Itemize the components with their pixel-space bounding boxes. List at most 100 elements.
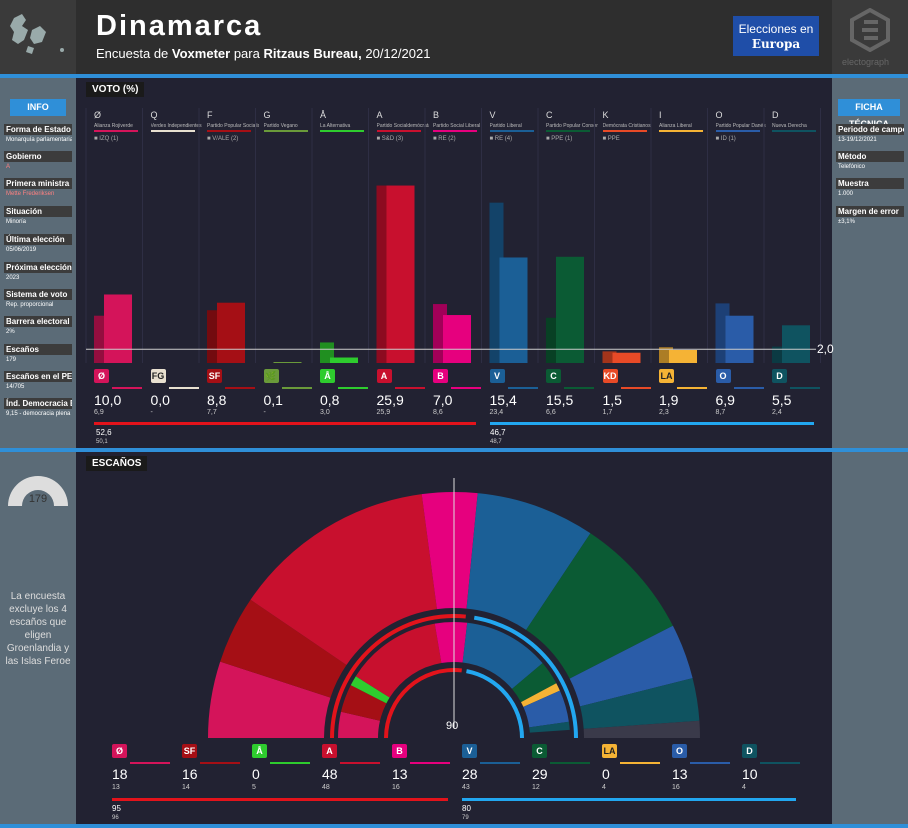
party-letter: Å: [320, 110, 327, 120]
seat-party-logo-icon: Å: [252, 744, 267, 758]
party-logo-icon: V: [489, 369, 505, 383]
party-header: F Partido Popular Socialista ■ V/ALE (2): [207, 110, 259, 142]
party-color-line: [602, 130, 647, 132]
bar-C: [556, 256, 584, 363]
vote-value: 0,0: [150, 392, 170, 408]
seat-party-underline: [480, 762, 520, 764]
seat-party-underline: [760, 762, 800, 764]
seat-value: 16: [182, 766, 198, 782]
vote-prev-value: 8,6: [433, 409, 443, 416]
party-letter: B: [433, 110, 440, 120]
party-color-line: [772, 130, 816, 132]
seat-party-underline: [620, 762, 660, 764]
majority-label: 90: [446, 720, 459, 732]
total-seats-gauge: [8, 476, 68, 506]
vote-value: 0,1: [263, 392, 283, 408]
seat-value: 13: [392, 766, 408, 782]
party-letter: A: [376, 110, 383, 120]
info-proxima-eleccion: Próxima elección 2023: [4, 262, 72, 281]
party-letter: D: [772, 110, 779, 120]
party-underline: [338, 387, 368, 389]
party-color-line: [320, 130, 364, 132]
seat-party-underline: [550, 762, 590, 764]
elecciones-badge[interactable]: Elecciones en Europa: [733, 16, 819, 56]
seat-party-logo-icon: SF: [182, 744, 197, 758]
party-name: Verdes Independientes: [150, 123, 202, 129]
party-logo-icon: FG: [150, 369, 166, 383]
blue-bloc-ring-prev: [466, 669, 524, 738]
party-color-line: [263, 130, 308, 132]
party-header: I Alianza Liberal: [659, 110, 711, 136]
seat-prev-value: 4: [602, 784, 606, 791]
party-color-line: [376, 130, 421, 132]
party-header: O Partido Popular Danés ■ ID (1): [715, 110, 768, 142]
ficha-tecnica-button[interactable]: FICHA TÉCNICA: [838, 99, 900, 129]
vote-prev-value: 6,9: [94, 409, 104, 416]
seat-party-underline: [270, 762, 310, 764]
party-logo-icon: Å: [320, 369, 335, 383]
bar-I: [669, 349, 697, 363]
vote-prev-value: 6,6: [546, 409, 556, 416]
electograph-logo-icon: [850, 8, 890, 52]
party-letter: F: [207, 110, 213, 120]
total-seats-label: 179: [28, 493, 48, 505]
seat-value: 18: [112, 766, 128, 782]
party-header: B Partido Social Liberal ■ RE (2): [433, 110, 485, 142]
party-color-line: [715, 130, 760, 132]
party-header: A Partido Socialdemócrata ■ S&D (3): [376, 110, 429, 142]
party-underline: [225, 387, 255, 389]
section-divider: [0, 448, 908, 452]
red-seat-bloc-value: 95: [112, 804, 121, 813]
brand-panel: electograph: [832, 0, 908, 76]
party-name: Partido Vegano: [263, 123, 298, 129]
party-underline: [168, 387, 199, 389]
red-bloc-value: 52,6: [96, 428, 112, 437]
prev-seat-arc-O: [523, 690, 569, 728]
escanos-section-label: ESCAÑOS: [86, 456, 148, 471]
seat-value: 28: [462, 766, 478, 782]
party-group: ■ IZQ (1): [94, 136, 119, 142]
seat-prev-value: 14: [182, 784, 190, 791]
blue-seat-bloc-prev: 79: [462, 815, 469, 821]
prev-seat-arc-B: [434, 622, 468, 664]
party-underline: [507, 387, 538, 389]
party-logo-icon: Ø: [94, 369, 109, 383]
seat-party-underline: [690, 762, 730, 764]
info-button[interactable]: INFO: [10, 99, 66, 116]
header-divider: [0, 74, 908, 78]
vote-bar-chart: [85, 108, 821, 363]
party-name: Partido Social Liberal: [433, 123, 481, 129]
seat-value: 48: [322, 766, 338, 782]
seat-arc-D: [580, 678, 700, 729]
seat-value: 0: [602, 766, 610, 782]
party-name: La Alternativa: [320, 123, 351, 129]
seats-hemicycle: [208, 478, 700, 738]
ficha-margen: Margen de error ±3,1%: [836, 206, 904, 225]
brand-name: electograph: [842, 57, 890, 67]
seat-arc-C: [526, 533, 673, 679]
seat-value: 0: [252, 766, 260, 782]
party-name: Alianza Rojiverde: [94, 123, 133, 129]
blue-bloc-value: 46,7: [490, 428, 506, 437]
vote-value: 7,0: [433, 392, 453, 408]
party-color-line: [433, 130, 477, 132]
party-logo-icon: KD: [602, 369, 618, 383]
party-name: Partido Popular Conservador: [546, 123, 598, 129]
seat-party-underline: [130, 762, 170, 764]
vote-prev-value: 3,0: [320, 409, 330, 416]
seat-prev-value: 48: [322, 784, 330, 791]
party-logo-icon: A: [376, 369, 392, 383]
party-underline: [564, 387, 594, 389]
party-letter: V: [489, 110, 496, 120]
blue-seat-bloc-bar: [462, 798, 796, 801]
party-group: ■ V/ALE (2): [207, 136, 239, 142]
party-underline: [451, 387, 481, 389]
vote-prev-value: -: [150, 409, 153, 416]
party-header: K Demócrata Cristianos ■ PPE: [602, 110, 655, 142]
party-logo-icon: O: [715, 369, 731, 383]
party-header: C Partido Popular Conservador ■ PPE (1): [546, 110, 598, 142]
seat-arc-A: [250, 494, 437, 665]
party-group: ■ RE (2): [433, 136, 456, 142]
vote-prev-value: 1,7: [602, 409, 613, 416]
bar-A: [386, 185, 415, 363]
